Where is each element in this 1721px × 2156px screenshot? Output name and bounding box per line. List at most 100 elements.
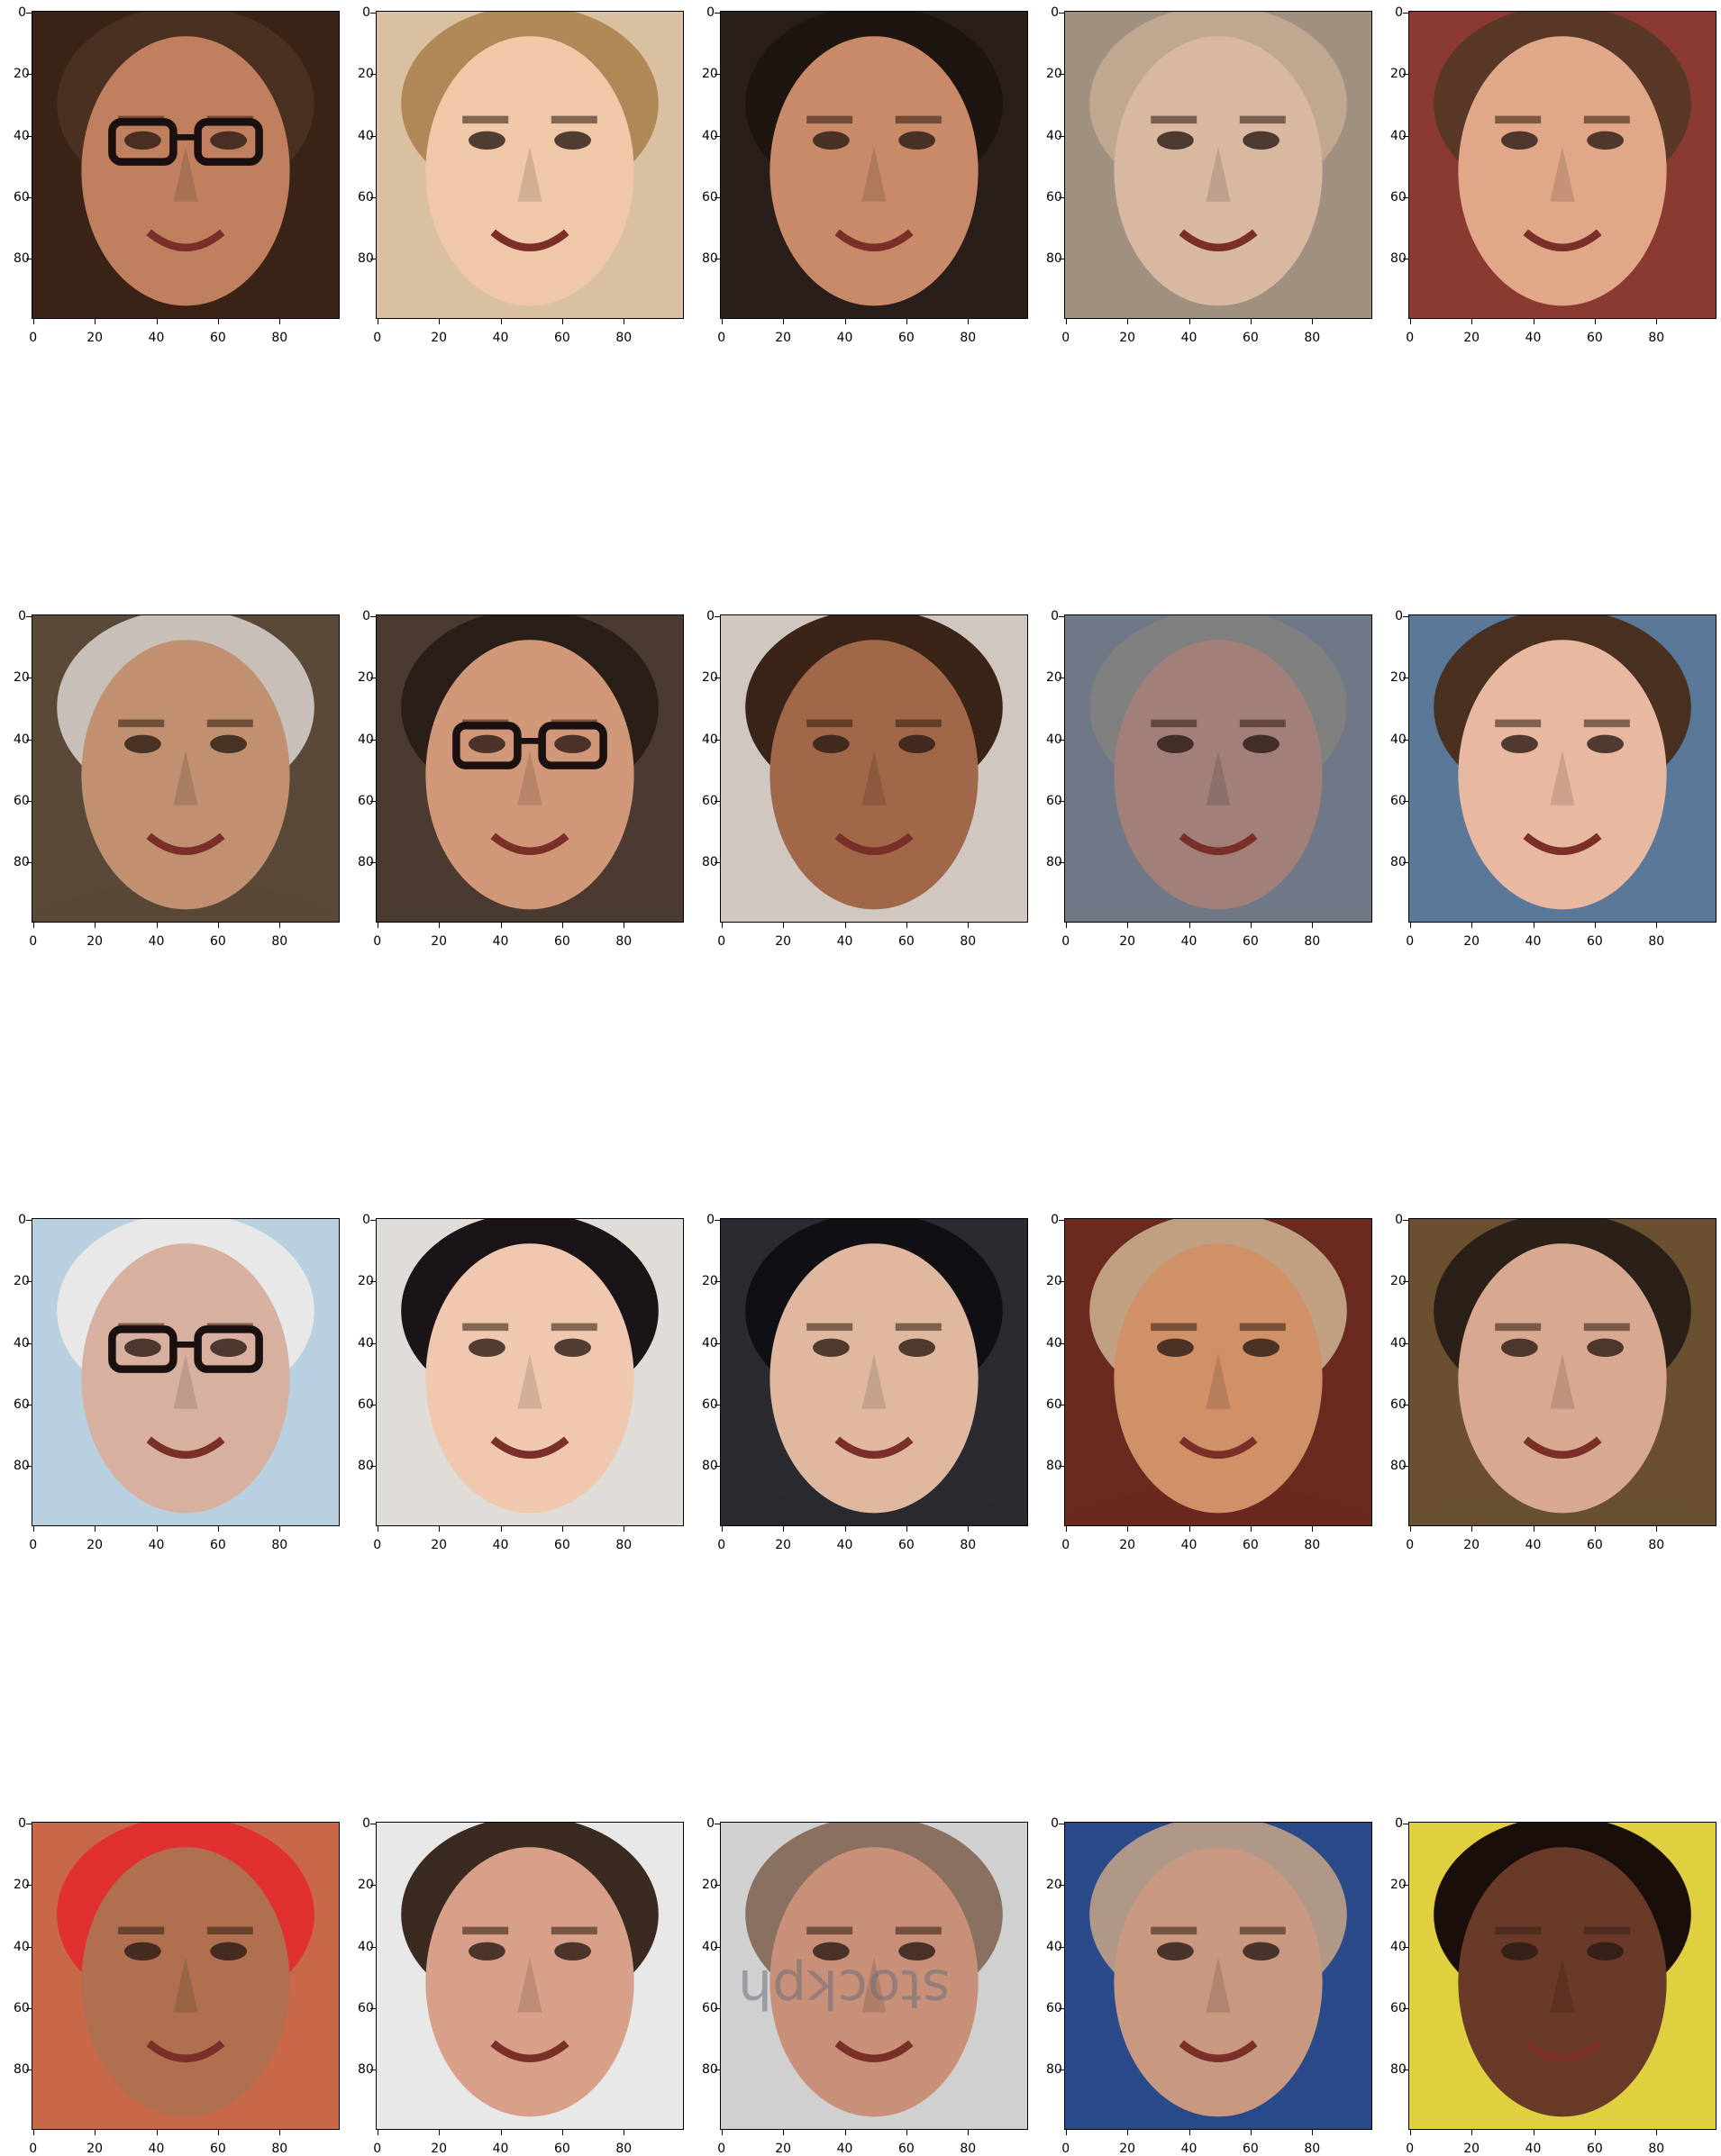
y-tick-mark <box>1403 12 1408 14</box>
x-tick-mark <box>1471 923 1473 928</box>
y-tick-label: 20 <box>702 67 718 82</box>
y-tick-label: 20 <box>14 1274 30 1289</box>
y-tick-mark <box>370 862 376 864</box>
y-tick-label: 20 <box>1046 1274 1062 1289</box>
x-tick-label: 40 <box>148 934 165 949</box>
y-tick-mark <box>715 800 720 802</box>
face-panel: 0 20 40 60 80 0 20 40 60 80 <box>1046 1214 1372 1551</box>
y-tick-mark <box>715 1342 720 1344</box>
y-tick-label: 80 <box>1390 1459 1407 1474</box>
x-tick-mark <box>721 923 723 928</box>
y-tick-mark <box>715 2007 720 2009</box>
y-tick-mark <box>1403 800 1408 802</box>
y-tick-mark <box>1403 739 1408 741</box>
y-tick-mark <box>1403 74 1408 76</box>
x-tick-label: 40 <box>1525 331 1542 345</box>
x-tick-label: 40 <box>148 331 165 345</box>
y-tick-mark <box>1403 135 1408 137</box>
x-tick-mark <box>156 1526 158 1532</box>
y-tick-label: 40 <box>1390 1939 1407 1954</box>
x-tick-label: 40 <box>836 2142 853 2156</box>
y-tick-label: 40 <box>1046 1939 1062 1954</box>
x-tick-label: 80 <box>271 2142 288 2156</box>
x-tick-label: 20 <box>1119 934 1136 949</box>
x-tick-mark <box>1250 923 1252 928</box>
face-panel: 0 20 40 60 80 0 20 40 60 80 <box>1390 1214 1716 1551</box>
y-tick-mark <box>1403 1946 1408 1948</box>
x-tick-label: 20 <box>431 331 448 345</box>
face-panel: 0 20 40 60 80 0 20 40 60 80 <box>14 6 340 344</box>
x-tick-label: 60 <box>1586 331 1603 345</box>
x-tick-mark <box>1471 1526 1473 1532</box>
x-tick-label: 80 <box>1648 934 1665 949</box>
x-tick-mark <box>1312 923 1314 928</box>
y-tick-mark <box>715 12 720 14</box>
x-tick-label: 0 <box>373 1538 382 1552</box>
x-tick-label: 80 <box>1304 2142 1321 2156</box>
y-tick-mark <box>26 739 32 741</box>
x-tick-mark <box>32 2130 34 2135</box>
y-tick-mark <box>1403 1885 1408 1887</box>
y-tick-label: 60 <box>1390 2000 1407 2015</box>
x-tick-mark <box>844 2130 846 2135</box>
x-tick-label: 80 <box>1648 2142 1665 2156</box>
y-tick-label: 20 <box>14 1878 30 1893</box>
y-tick-label: 0 <box>1051 5 1059 20</box>
face-image <box>1064 1218 1372 1526</box>
x-tick-label: 80 <box>1304 934 1321 949</box>
y-tick-label: 60 <box>702 793 718 808</box>
y-tick-label: 60 <box>14 1396 30 1412</box>
x-tick-mark <box>217 319 219 324</box>
y-tick-mark <box>370 1946 376 1948</box>
x-tick-label: 20 <box>87 934 104 949</box>
x-tick-mark <box>783 2130 785 2135</box>
x-tick-label: 40 <box>492 331 509 345</box>
x-tick-label: 40 <box>836 1538 853 1552</box>
x-tick-label: 60 <box>1242 2142 1259 2156</box>
y-tick-label: 0 <box>18 5 26 20</box>
x-tick-mark <box>968 2130 970 2135</box>
x-tick-label: 80 <box>271 934 288 949</box>
x-tick-label: 20 <box>87 1538 104 1552</box>
x-tick-mark <box>1409 319 1411 324</box>
x-tick-label: 40 <box>1180 331 1197 345</box>
x-tick-label: 60 <box>1586 1538 1603 1552</box>
x-tick-label: 60 <box>897 331 915 345</box>
x-tick-label: 40 <box>492 2142 509 2156</box>
y-tick-mark <box>1059 1281 1064 1283</box>
y-tick-label: 0 <box>706 5 715 20</box>
x-tick-label: 20 <box>1463 331 1480 345</box>
x-tick-mark <box>156 319 158 324</box>
face-panel: 0 20 40 60 80 0 20 40 60 80 <box>358 1817 684 2155</box>
y-tick-label: 0 <box>18 1815 26 1831</box>
x-tick-mark <box>95 923 96 928</box>
x-tick-label: 20 <box>1463 1538 1480 1552</box>
y-tick-mark <box>370 135 376 137</box>
face-panel: 0 20 40 60 80 0 20 40 60 80 <box>1046 1817 1372 2155</box>
y-tick-mark <box>715 862 720 864</box>
x-tick-mark <box>1656 923 1658 928</box>
x-tick-label: 0 <box>29 331 38 345</box>
x-tick-label: 0 <box>1061 934 1070 949</box>
x-tick-mark <box>1409 923 1411 928</box>
face-panel: 0 20 40 60 80 0 20 40 60 80 <box>702 6 1028 344</box>
x-tick-mark <box>439 319 441 324</box>
y-tick-mark <box>26 1946 32 1948</box>
x-tick-mark <box>1188 923 1190 928</box>
y-tick-mark <box>26 135 32 137</box>
y-tick-label: 80 <box>1046 855 1062 870</box>
x-tick-label: 80 <box>615 2142 633 2156</box>
x-tick-label: 20 <box>431 934 448 949</box>
y-tick-label: 80 <box>14 2062 30 2078</box>
y-tick-label: 60 <box>1046 1396 1062 1412</box>
x-tick-mark <box>844 319 846 324</box>
face-panel: 0 20 40 60 80 0 20 40 60 80 <box>702 610 1028 948</box>
y-tick-mark <box>26 74 32 76</box>
y-tick-label: 0 <box>1051 608 1059 623</box>
face-image <box>720 614 1028 923</box>
y-tick-label: 20 <box>1390 1274 1407 1289</box>
x-tick-label: 20 <box>87 331 104 345</box>
face-panel: 0 20 40 60 80 0 20 40 60 80 <box>1046 610 1372 948</box>
y-tick-label: 40 <box>1390 1335 1407 1351</box>
